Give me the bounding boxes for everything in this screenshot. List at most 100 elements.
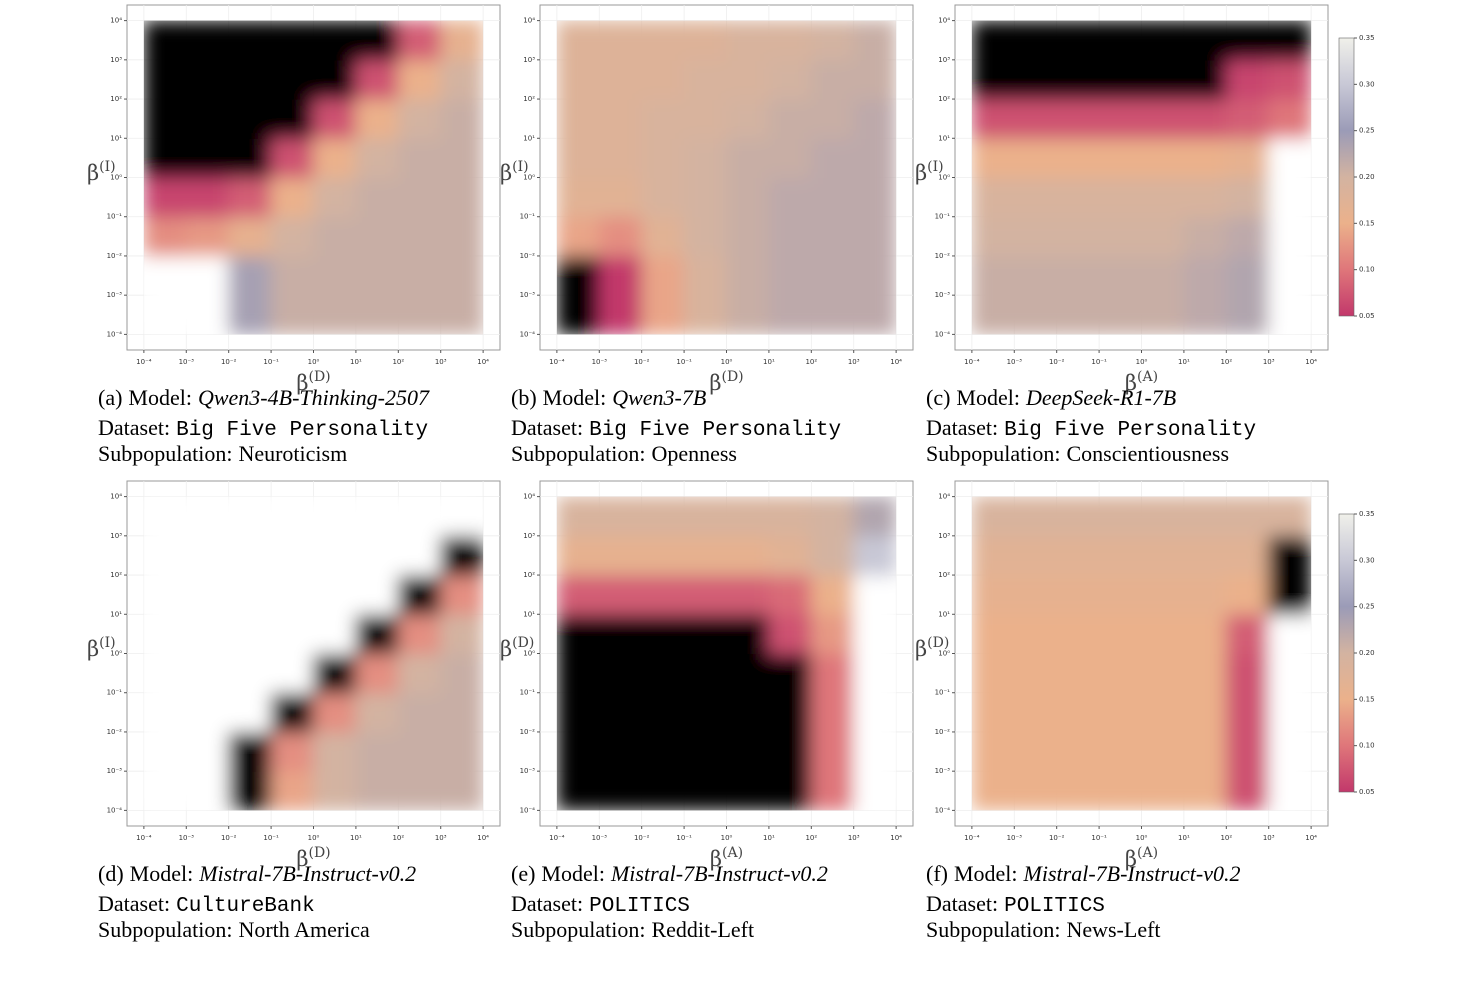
heatmap-cell: [313, 98, 357, 139]
heatmap-cell: [853, 535, 897, 576]
heatmap-cell: [971, 255, 1015, 296]
caption-dataset-name: Big Five Personality: [1004, 419, 1256, 442]
heatmap-cell: [1013, 574, 1058, 615]
x-tick-label: 10³: [1263, 358, 1275, 366]
heatmap-cell: [1098, 535, 1142, 576]
heatmap-cell: [971, 770, 1015, 811]
heatmap-cell: [440, 137, 484, 178]
y-axis-label-base: β: [915, 161, 927, 185]
heatmap-cell: [810, 692, 855, 733]
x-tick-label: 10¹: [763, 834, 775, 842]
y-tick-label: 10³: [110, 56, 122, 64]
heatmap-cell: [1013, 216, 1058, 257]
caption-model: (d) Model: Mistral-7B-Instruct-v0.2: [98, 861, 416, 886]
heatmap-cell: [313, 692, 357, 733]
y-tick-label: 10⁴: [523, 17, 535, 25]
caption-subpop-label: Subpopulation:: [511, 441, 645, 466]
caption-dataset: Dataset: POLITICS: [926, 891, 1105, 918]
x-axis-label-base: β: [710, 847, 722, 871]
y-axis-label: β(I): [87, 635, 116, 661]
x-axis-label: β(D): [296, 845, 330, 871]
y-tick-label: 10⁰: [523, 650, 535, 658]
heatmap-cell: [641, 770, 685, 811]
caption-subpop-name: Conscientiousness: [1066, 441, 1229, 466]
heatmap-cell: [726, 770, 770, 811]
heatmap-cell: [313, 137, 357, 178]
heatmap-cell: [641, 496, 685, 537]
heatmap-cell: [313, 496, 357, 537]
heatmap-cell: [440, 496, 484, 537]
heatmap-cell: [641, 137, 685, 178]
heatmap-cell: [355, 20, 399, 61]
heatmap-cell: [1141, 137, 1185, 178]
caption-dataset-label: Dataset:: [98, 891, 170, 916]
y-axis-label-base: β: [500, 161, 512, 185]
caption-model: (a) Model: Qwen3-4B-Thinking-2507: [98, 385, 430, 410]
y-tick-label: 10⁻²: [520, 252, 536, 260]
heatmap-cell: [1013, 692, 1058, 733]
heatmap-cell: [440, 59, 484, 100]
heatmap-cell: [641, 294, 685, 335]
y-tick-label: 10⁻⁴: [935, 330, 951, 338]
heatmap-cell: [683, 216, 727, 257]
heatmap-cell: [355, 731, 399, 772]
heatmap-cell: [270, 653, 314, 694]
heatmap-cell: [683, 98, 727, 139]
heatmap-cell: [143, 294, 187, 335]
heatmap-cell: [1013, 98, 1058, 139]
heatmap-cell: [1225, 137, 1270, 178]
heatmap-cell: [683, 177, 727, 218]
heatmap-cell: [313, 59, 357, 100]
heatmap-cell: [1098, 653, 1142, 694]
y-tick-label: 10¹: [110, 134, 122, 142]
heatmap-cell: [397, 731, 442, 772]
y-tick-label: 10⁻⁴: [107, 330, 123, 338]
heatmap-cell: [1268, 59, 1312, 100]
caption-dataset-name: Big Five Personality: [176, 419, 428, 442]
x-tick-label: 10⁻¹: [263, 834, 279, 842]
heatmap-cell: [270, 177, 314, 218]
heatmap-cell: [810, 294, 855, 335]
heatmap-cell: [1098, 137, 1142, 178]
heatmap-cell: [143, 496, 187, 537]
x-tick-label: 10⁰: [721, 834, 733, 842]
heatmap-cell: [971, 177, 1015, 218]
heatmap: [143, 20, 484, 335]
heatmap-cell: [397, 574, 442, 615]
heatmap-cell: [726, 255, 770, 296]
panel: 10⁻⁴ 10⁻³ 10⁻² 10⁻¹ 10⁰ 10¹ 10² 10³ 10⁴ 10⁻⁴ 10⁻³ 1…: [500, 4, 914, 395]
y-tick-label: 10³: [523, 532, 535, 540]
y-tick-label: 10⁻³: [520, 767, 536, 775]
caption-subpop: Subpopulation: Neuroticism: [98, 441, 347, 466]
heatmap-cell: [641, 255, 685, 296]
heatmap-cell: [1183, 20, 1227, 61]
heatmap-cell: [1013, 255, 1058, 296]
caption-model-name: Mistral-7B-Instruct-v0.2: [610, 861, 828, 886]
heatmap-cell: [1098, 59, 1142, 100]
heatmap-cell: [810, 770, 855, 811]
heatmap-cell: [1268, 770, 1312, 811]
caption-subpop-label: Subpopulation:: [511, 917, 645, 942]
heatmap-cell: [1013, 20, 1058, 61]
heatmap-cell: [1098, 613, 1142, 654]
heatmap-cell: [1183, 692, 1227, 733]
heatmap-cell: [440, 535, 484, 576]
caption-tag: (b): [511, 385, 537, 410]
x-axis-label: β(A): [1125, 845, 1158, 871]
heatmap-cell: [971, 137, 1015, 178]
heatmap-cell: [143, 653, 187, 694]
heatmap-cell: [228, 137, 272, 178]
heatmap-cell: [810, 731, 855, 772]
heatmap-cell: [397, 137, 442, 178]
heatmap-cell: [1268, 255, 1312, 296]
heatmap-cell: [1141, 496, 1185, 537]
x-tick-label: 10⁻¹: [1091, 834, 1107, 842]
colorbar-tick-label: 0.35: [1359, 34, 1375, 42]
heatmap-cell: [1183, 613, 1227, 654]
caption-tag: (d): [98, 861, 124, 886]
x-axis-label: β(D): [296, 369, 330, 395]
caption-dataset: Dataset: Big Five Personality: [98, 415, 428, 442]
caption-subpop-label: Subpopulation:: [98, 441, 232, 466]
heatmap: [971, 20, 1312, 335]
colorbar-tick-label: 0.10: [1359, 742, 1375, 750]
